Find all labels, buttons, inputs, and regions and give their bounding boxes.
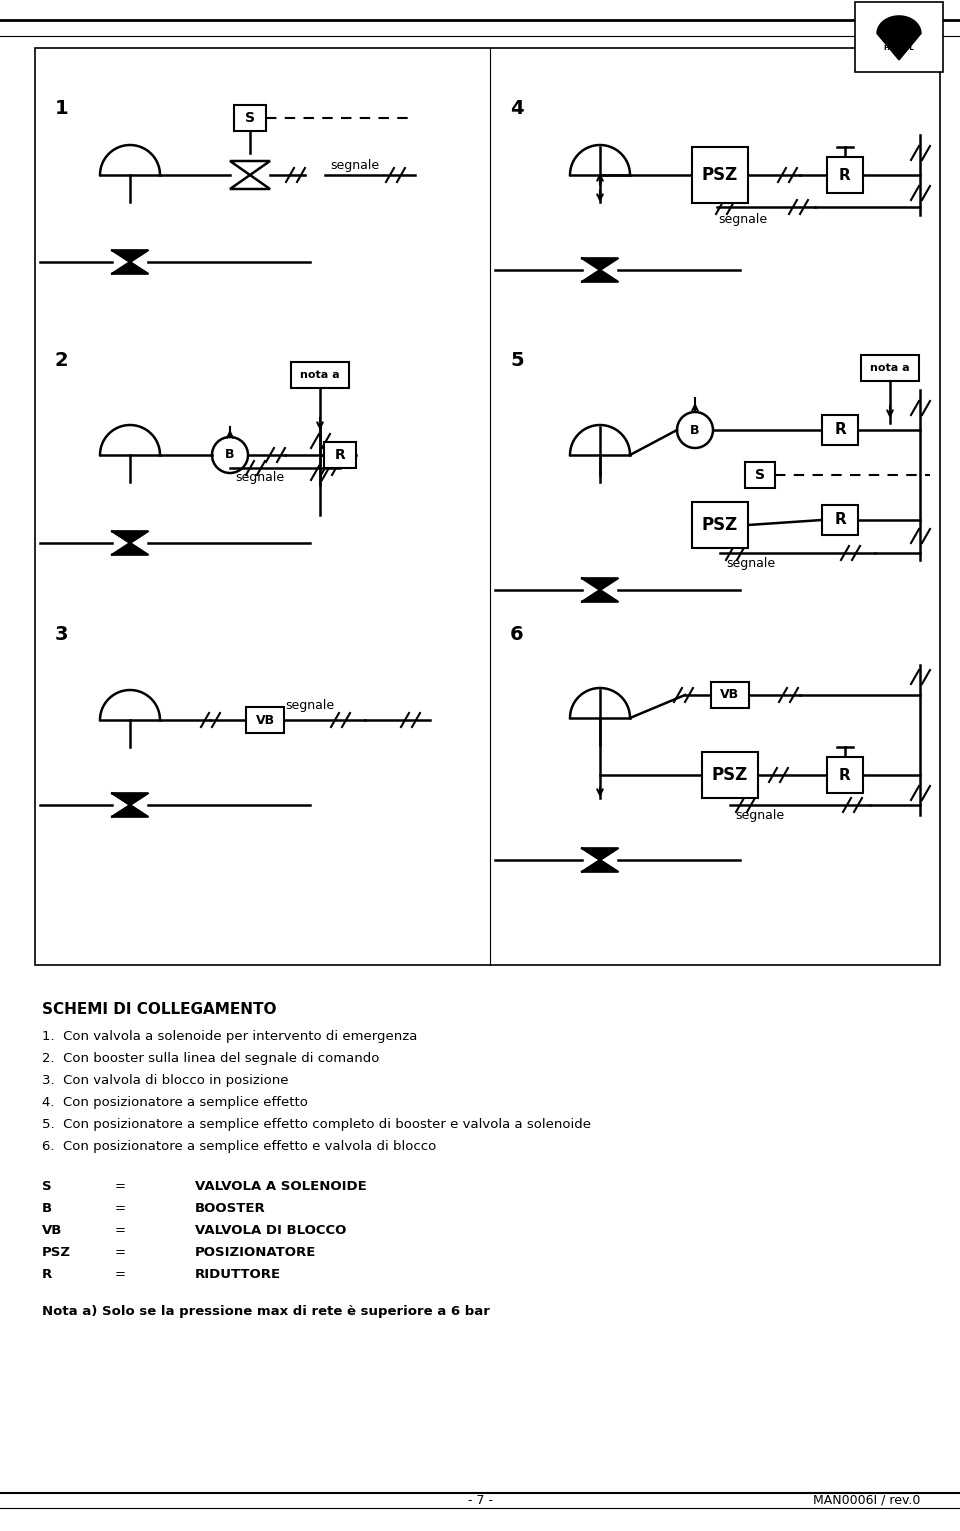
- Bar: [827, 756, 863, 793]
- Text: VB: VB: [720, 689, 739, 701]
- Text: 1: 1: [55, 98, 68, 118]
- Bar: [692, 502, 748, 548]
- Text: 6: 6: [510, 626, 523, 645]
- Text: 2: 2: [55, 351, 68, 369]
- Polygon shape: [877, 15, 921, 34]
- Text: 3: 3: [55, 626, 68, 645]
- Text: segnale: segnale: [735, 808, 784, 822]
- Text: RIDUTTORE: RIDUTTORE: [195, 1268, 281, 1281]
- Text: =: =: [115, 1180, 126, 1193]
- Text: PSZ: PSZ: [712, 766, 748, 784]
- Text: segnale: segnale: [235, 470, 284, 484]
- Text: B: B: [42, 1202, 52, 1216]
- Text: R: R: [42, 1268, 52, 1281]
- Text: R: R: [834, 423, 846, 438]
- Text: segnale: segnale: [330, 159, 379, 171]
- Text: R: R: [839, 167, 851, 182]
- Text: R: R: [834, 513, 846, 528]
- Text: segnale: segnale: [285, 700, 334, 712]
- Text: PSZ: PSZ: [702, 165, 738, 184]
- Polygon shape: [112, 805, 148, 816]
- Text: R: R: [335, 449, 346, 462]
- Text: VB: VB: [255, 713, 275, 727]
- Text: =: =: [115, 1246, 126, 1258]
- Text: VALVOLA A SOLENOIDE: VALVOLA A SOLENOIDE: [195, 1180, 367, 1193]
- Text: 4: 4: [510, 98, 523, 118]
- Polygon shape: [582, 259, 618, 269]
- Text: 5: 5: [510, 351, 523, 369]
- Polygon shape: [582, 860, 618, 871]
- Text: 6.  Con posizionatore a semplice effetto e valvola di blocco: 6. Con posizionatore a semplice effetto …: [42, 1141, 436, 1153]
- Text: S: S: [245, 112, 255, 126]
- Text: segnale: segnale: [726, 556, 775, 570]
- Text: =: =: [115, 1202, 126, 1216]
- Text: segnale: segnale: [718, 213, 767, 227]
- Polygon shape: [112, 793, 148, 805]
- Polygon shape: [582, 269, 618, 282]
- Text: nota a: nota a: [300, 371, 340, 380]
- Text: VALVOLA DI BLOCCO: VALVOLA DI BLOCCO: [195, 1223, 347, 1237]
- Text: nota a: nota a: [870, 363, 910, 374]
- Text: 2.  Con booster sulla linea del segnale di comando: 2. Con booster sulla linea del segnale d…: [42, 1052, 379, 1066]
- Text: B: B: [690, 424, 700, 436]
- Text: =: =: [115, 1223, 126, 1237]
- Text: 4.  Con posizionatore a semplice effetto: 4. Con posizionatore a semplice effetto: [42, 1096, 308, 1108]
- Text: 5.  Con posizionatore a semplice effetto completo di booster e valvola a solenoi: 5. Con posizionatore a semplice effetto …: [42, 1118, 591, 1131]
- Bar: [711, 681, 749, 707]
- Text: B: B: [226, 449, 235, 461]
- Text: PSZ: PSZ: [702, 516, 738, 534]
- Text: S: S: [42, 1180, 52, 1193]
- Text: BOOSTER: BOOSTER: [195, 1202, 266, 1216]
- Bar: [692, 147, 748, 204]
- Text: POSIZIONATORE: POSIZIONATORE: [195, 1246, 317, 1258]
- Text: PARCOL: PARCOL: [883, 44, 914, 51]
- Text: =: =: [115, 1268, 126, 1281]
- Polygon shape: [112, 262, 148, 274]
- Bar: [35, 47, 940, 965]
- Polygon shape: [112, 531, 148, 544]
- Polygon shape: [112, 544, 148, 554]
- Polygon shape: [582, 589, 618, 602]
- Polygon shape: [877, 34, 921, 60]
- Bar: [822, 505, 858, 534]
- Text: SCHEMI DI COLLEGAMENTO: SCHEMI DI COLLEGAMENTO: [42, 1001, 276, 1017]
- Text: 1.  Con valvola a solenoide per intervento di emergenza: 1. Con valvola a solenoide per intervent…: [42, 1030, 418, 1043]
- Text: S: S: [755, 468, 765, 482]
- Bar: [827, 158, 863, 193]
- Text: 3.  Con valvola di blocco in posizione: 3. Con valvola di blocco in posizione: [42, 1075, 289, 1087]
- Polygon shape: [582, 579, 618, 589]
- Bar: [822, 415, 858, 446]
- Bar: [234, 106, 266, 132]
- Bar: [702, 752, 758, 798]
- Bar: [324, 442, 356, 468]
- Text: Nota a) Solo se la pressione max di rete è superiore a 6 bar: Nota a) Solo se la pressione max di rete…: [42, 1304, 490, 1318]
- Text: MAN0006I / rev.0: MAN0006I / rev.0: [812, 1494, 920, 1507]
- Bar: [745, 462, 775, 488]
- Bar: [855, 2, 943, 72]
- Polygon shape: [582, 848, 618, 860]
- Bar: [291, 361, 349, 387]
- Polygon shape: [112, 250, 148, 262]
- Text: R: R: [839, 767, 851, 782]
- Text: PSZ: PSZ: [42, 1246, 71, 1258]
- Bar: [246, 707, 284, 733]
- Text: VB: VB: [42, 1223, 62, 1237]
- Text: - 7 -: - 7 -: [468, 1494, 492, 1507]
- Bar: [861, 355, 919, 381]
